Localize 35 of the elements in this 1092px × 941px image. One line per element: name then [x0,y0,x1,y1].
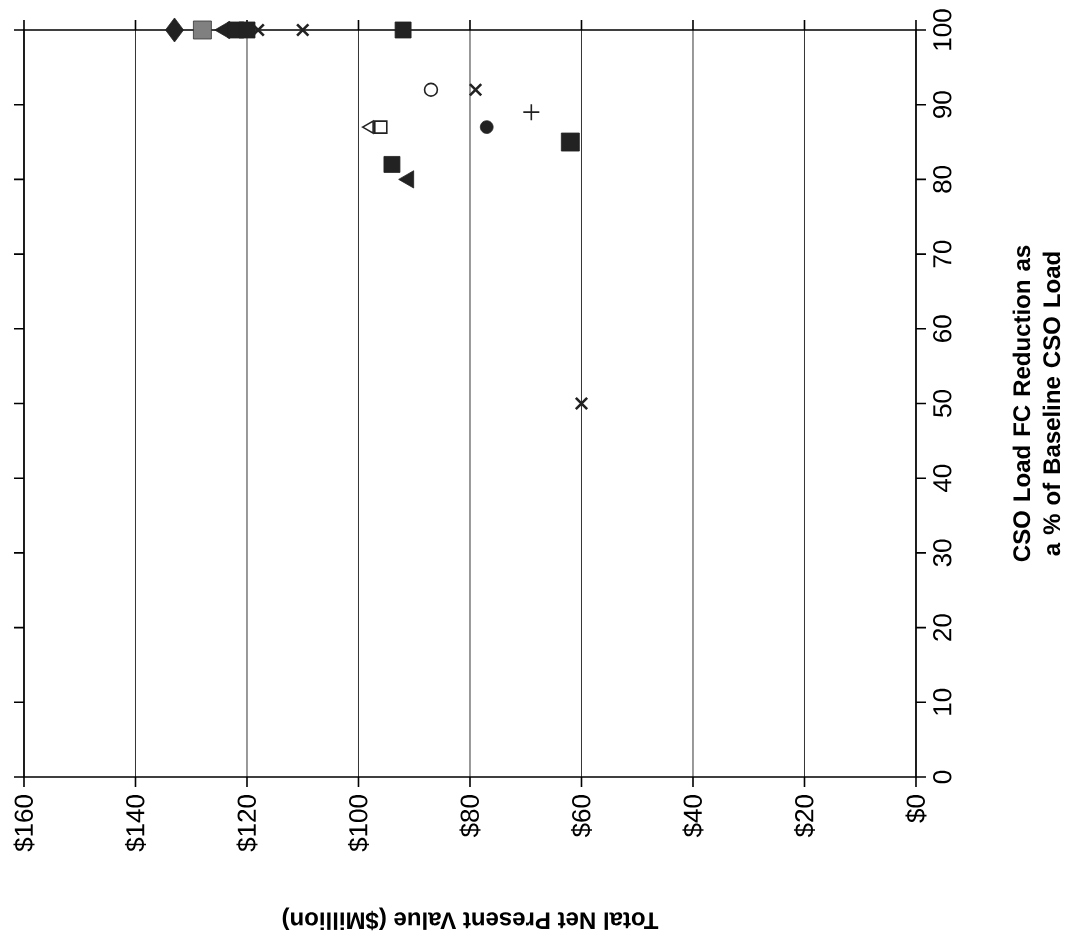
y-tick-label: 30 [933,539,952,567]
point [468,82,483,97]
y-tick-label: 10 [933,688,952,715]
x-tick-label: $40 [682,795,704,838]
y-tick-label: 60 [933,315,952,342]
x-tick-label: $20 [793,795,815,838]
point [192,20,212,40]
y-tick-label: 40 [933,464,952,493]
y-tick-label: 100 [933,9,952,50]
y-tick-label: 80 [933,165,952,193]
x-axis-title: Total Net Present Value ($Million) [282,907,659,931]
x-tick-label: $60 [570,795,592,838]
point [560,132,580,152]
y-tick-label: 0 [933,770,952,784]
point [522,103,541,121]
point [295,23,310,37]
x-tick-label: $80 [459,795,481,838]
point [165,17,184,43]
x-tick-label: $160 [13,795,35,852]
y-tick-label: 90 [933,91,952,118]
point [373,120,388,134]
y-axis-title: CSO Load FC Reduction as a % of Baseline CSO Load [1012,245,1061,562]
x-tick-label: $0 [905,795,927,823]
x-tick-label: $120 [236,795,258,852]
point [479,120,494,134]
x-tick-label: $100 [347,795,369,852]
point [423,82,439,97]
x-tick-label: $140 [124,795,146,852]
point [238,21,256,39]
point [383,156,401,173]
point [574,396,589,411]
point [394,21,412,39]
y-tick-label: 20 [933,614,952,641]
y-tick-label: 70 [933,240,952,268]
y-tick-label: 50 [933,390,952,417]
